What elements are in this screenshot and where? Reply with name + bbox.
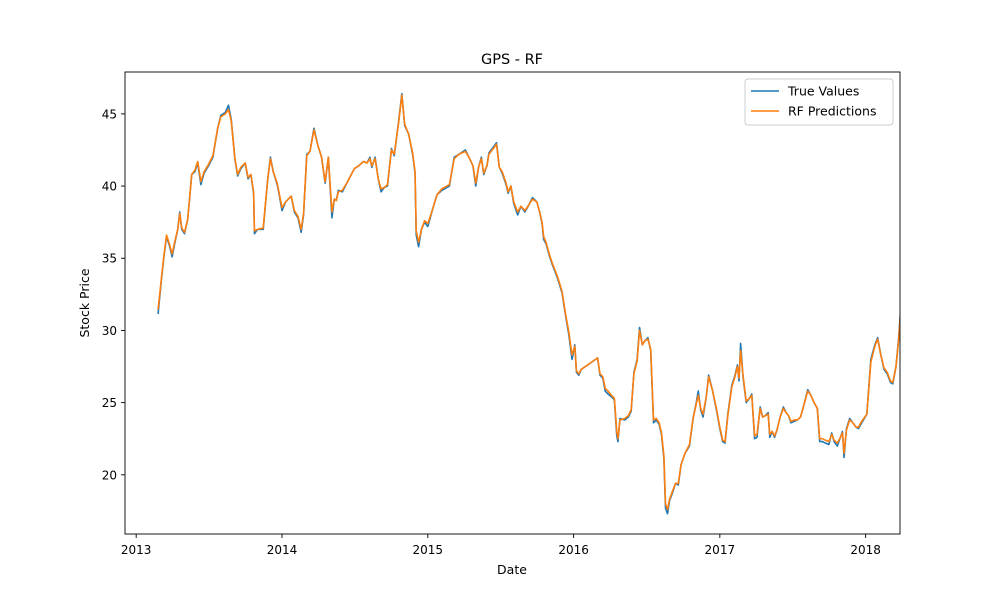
x-axis-label: Date — [497, 562, 527, 577]
y-tick-label: 35 — [102, 252, 117, 266]
x-tick-label: 2017 — [705, 543, 736, 557]
legend-label: True Values — [787, 84, 859, 99]
series-line-rf-predictions — [157, 94, 900, 511]
y-tick-label: 45 — [102, 107, 117, 121]
chart-title: GPS - RF — [481, 52, 543, 68]
plot-area — [124, 71, 901, 535]
x-tick-label: 2018 — [850, 543, 881, 557]
legend: True Values RF Predictions — [744, 78, 894, 126]
y-tick-label: 20 — [102, 468, 117, 482]
legend-box — [744, 78, 894, 126]
x-tick-label: 2014 — [267, 543, 298, 557]
legend-label: RF Predictions — [788, 104, 876, 119]
x-tick-label: 2013 — [121, 543, 152, 557]
series-layer — [157, 92, 900, 515]
y-axis-label: Stock Price — [77, 268, 92, 337]
x-tick-label: 2015 — [413, 543, 444, 557]
x-axis: 2013 2014 2015 2016 2017 2018 — [121, 534, 881, 557]
y-axis: 20 25 30 35 40 45 — [102, 107, 125, 482]
x-tick-label: 2016 — [558, 543, 589, 557]
y-tick-label: 30 — [102, 324, 117, 338]
plot-frame — [124, 71, 901, 535]
y-tick-label: 25 — [102, 396, 117, 410]
y-tick-label: 40 — [102, 180, 117, 194]
